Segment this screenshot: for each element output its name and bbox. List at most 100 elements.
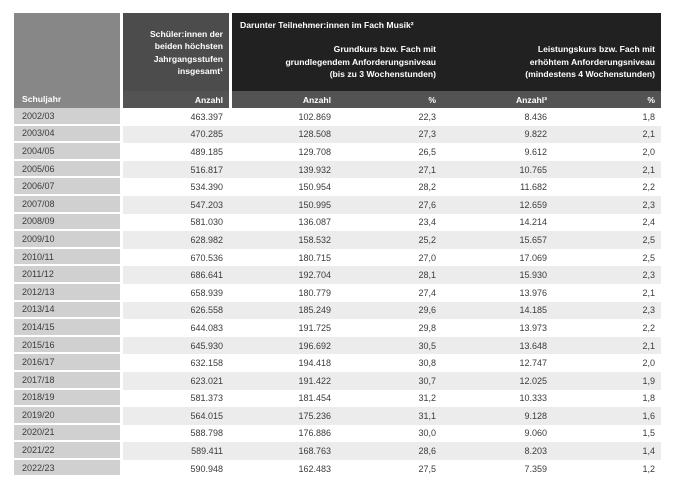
cell-value: 158.532 xyxy=(298,234,331,245)
cell-value: 26,5 xyxy=(418,146,436,157)
row-values: 588.798 176.886 30,0 9.060 1,5 xyxy=(123,425,661,443)
cell-value: 185.249 xyxy=(298,305,331,316)
cell-value: 2,1 xyxy=(642,287,655,298)
cell-value: 11.682 xyxy=(520,182,547,193)
cell-value: 670.536 xyxy=(190,252,223,263)
cell-value: 12.025 xyxy=(519,375,547,386)
cell-value: 139.932 xyxy=(298,164,331,175)
cell-value: 128.508 xyxy=(298,129,331,140)
table-header: Schuljahr Schüler:innen der beiden höchs… xyxy=(14,13,661,108)
cell-value: 12.659 xyxy=(519,199,547,210)
cell-value: 27,6 xyxy=(418,199,436,210)
cell-value: 129.708 xyxy=(298,146,331,157)
row-year-label: 2011/12 xyxy=(14,266,120,284)
cell-value: 176.886 xyxy=(298,428,331,439)
row-year-label: 2020/21 xyxy=(14,424,120,443)
cell-value: 162.483 xyxy=(298,463,331,474)
row-year-label: 2002/03 xyxy=(14,108,120,126)
row-values: 645.930 196.692 30,5 13.648 2,1 xyxy=(123,336,661,355)
cell-value: 2,3 xyxy=(642,199,655,210)
row-year-label: 2018/19 xyxy=(14,389,120,408)
cell-value: 2,1 xyxy=(642,129,655,140)
row-year-label: 2004/05 xyxy=(14,143,120,161)
table-row: 2007/08 547.203 150.995 27,6 12.659 2,3 xyxy=(14,195,661,214)
cell-value: 29,6 xyxy=(418,305,436,316)
cell-value: 17.069 xyxy=(519,252,547,263)
table-row: 2017/18 623.021 191.422 30,7 12.025 1,9 xyxy=(14,371,661,390)
row-values: 489.185 129.708 26,5 9.612 2,0 xyxy=(123,143,661,161)
row-values: 589.411 168.763 28,6 8.203 1,4 xyxy=(123,442,661,460)
cell-value: 2,1 xyxy=(642,340,655,351)
band-anzahl-total: Anzahl xyxy=(123,91,229,108)
cell-value: 645.930 xyxy=(190,340,223,351)
leistungskurs-line: (mindestens 4 Wochenstunden) xyxy=(525,69,655,80)
cell-value: 13.648 xyxy=(519,340,547,351)
cell-value: 2,5 xyxy=(642,252,655,263)
row-values: 516.817 139.932 27,1 10.765 2,1 xyxy=(123,160,661,179)
cell-value: 27,3 xyxy=(418,129,436,140)
cell-value: 15.930 xyxy=(519,270,547,281)
table-row: 2013/14 626.558 185.249 29,6 14.185 2,3 xyxy=(14,301,661,320)
table-row: 2016/17 632.158 194.418 30,8 12.747 2,0 xyxy=(14,354,661,372)
row-values: 658.939 180.779 27,4 13.976 2,1 xyxy=(123,284,661,302)
cell-value: 516.817 xyxy=(190,164,223,175)
row-values: 632.158 194.418 30,8 12.747 2,0 xyxy=(123,354,661,372)
cell-value: 28,6 xyxy=(418,446,436,457)
cell-value: 581.030 xyxy=(190,217,223,228)
cell-value: 9.128 xyxy=(524,410,547,421)
cell-value: 30,5 xyxy=(418,340,436,351)
cell-value: 192.704 xyxy=(298,270,331,281)
row-values: 534.390 150.954 28,2 11.682 2,2 xyxy=(123,178,661,196)
cell-value: 31,2 xyxy=(418,393,436,404)
band-label: Anzahl xyxy=(194,94,223,105)
cell-value: 588.798 xyxy=(190,428,223,439)
cell-value: 9.822 xyxy=(524,129,547,140)
cell-value: 10.333 xyxy=(519,393,547,404)
cell-value: 191.422 xyxy=(298,375,331,386)
header-schuljahr: Schuljahr xyxy=(14,13,120,108)
cell-value: 1,8 xyxy=(642,111,655,122)
cell-value: 180.715 xyxy=(298,252,331,263)
cell-value: 589.411 xyxy=(191,446,223,457)
cell-value: 686.641 xyxy=(190,270,223,281)
cell-value: 14.185 xyxy=(519,305,547,316)
cell-value: 30,7 xyxy=(418,375,436,386)
band-label: % xyxy=(428,94,436,105)
cell-value: 27,0 xyxy=(418,252,436,263)
cell-value: 2,0 xyxy=(642,146,655,157)
cell-value: 1,2 xyxy=(642,463,655,474)
cell-value: 7.359 xyxy=(524,463,547,474)
band-label: Anzahl³ xyxy=(515,94,547,105)
cell-value: 2,2 xyxy=(642,182,655,193)
cell-value: 194.418 xyxy=(298,358,331,369)
row-year-label: 2009/10 xyxy=(14,231,120,249)
cell-value: 150.995 xyxy=(298,199,331,210)
cell-value: 175.236 xyxy=(298,410,331,421)
row-year-label: 2007/08 xyxy=(14,195,120,214)
table-row: 2004/05 489.185 129.708 26,5 9.612 2,0 xyxy=(14,143,661,161)
table-row: 2020/21 588.798 176.886 30,0 9.060 1,5 xyxy=(14,424,661,443)
cell-value: 29,8 xyxy=(418,322,436,333)
music-statistics-table: Schuljahr Schüler:innen der beiden höchs… xyxy=(14,13,661,478)
cell-value: 27,5 xyxy=(418,463,436,474)
cell-value: 28,1 xyxy=(418,270,436,281)
cell-value: 27,1 xyxy=(418,164,436,175)
cell-value: 196.692 xyxy=(298,340,331,351)
cell-value: 12.747 xyxy=(519,358,547,369)
cell-value: 489.185 xyxy=(190,146,223,157)
cell-value: 181.454 xyxy=(298,393,331,404)
table-row: 2011/12 686.641 192.704 28,1 15.930 2,3 xyxy=(14,266,661,284)
row-values: 623.021 191.422 30,7 12.025 1,9 xyxy=(123,371,661,390)
cell-value: 136.087 xyxy=(298,217,331,228)
cell-value: 13.976 xyxy=(519,287,547,298)
cell-value: 632.158 xyxy=(190,358,223,369)
row-year-label: 2013/14 xyxy=(14,301,120,320)
cell-value: 644.083 xyxy=(190,322,223,333)
row-year-label: 2015/16 xyxy=(14,336,120,355)
cell-value: 23,4 xyxy=(418,217,436,228)
cell-value: 547.203 xyxy=(190,199,223,210)
cell-value: 2,3 xyxy=(642,305,655,316)
grundkurs-line: grundlegendem Anforderungsniveau xyxy=(285,56,436,67)
band-label: % xyxy=(647,94,655,105)
cell-value: 8.436 xyxy=(524,111,547,122)
